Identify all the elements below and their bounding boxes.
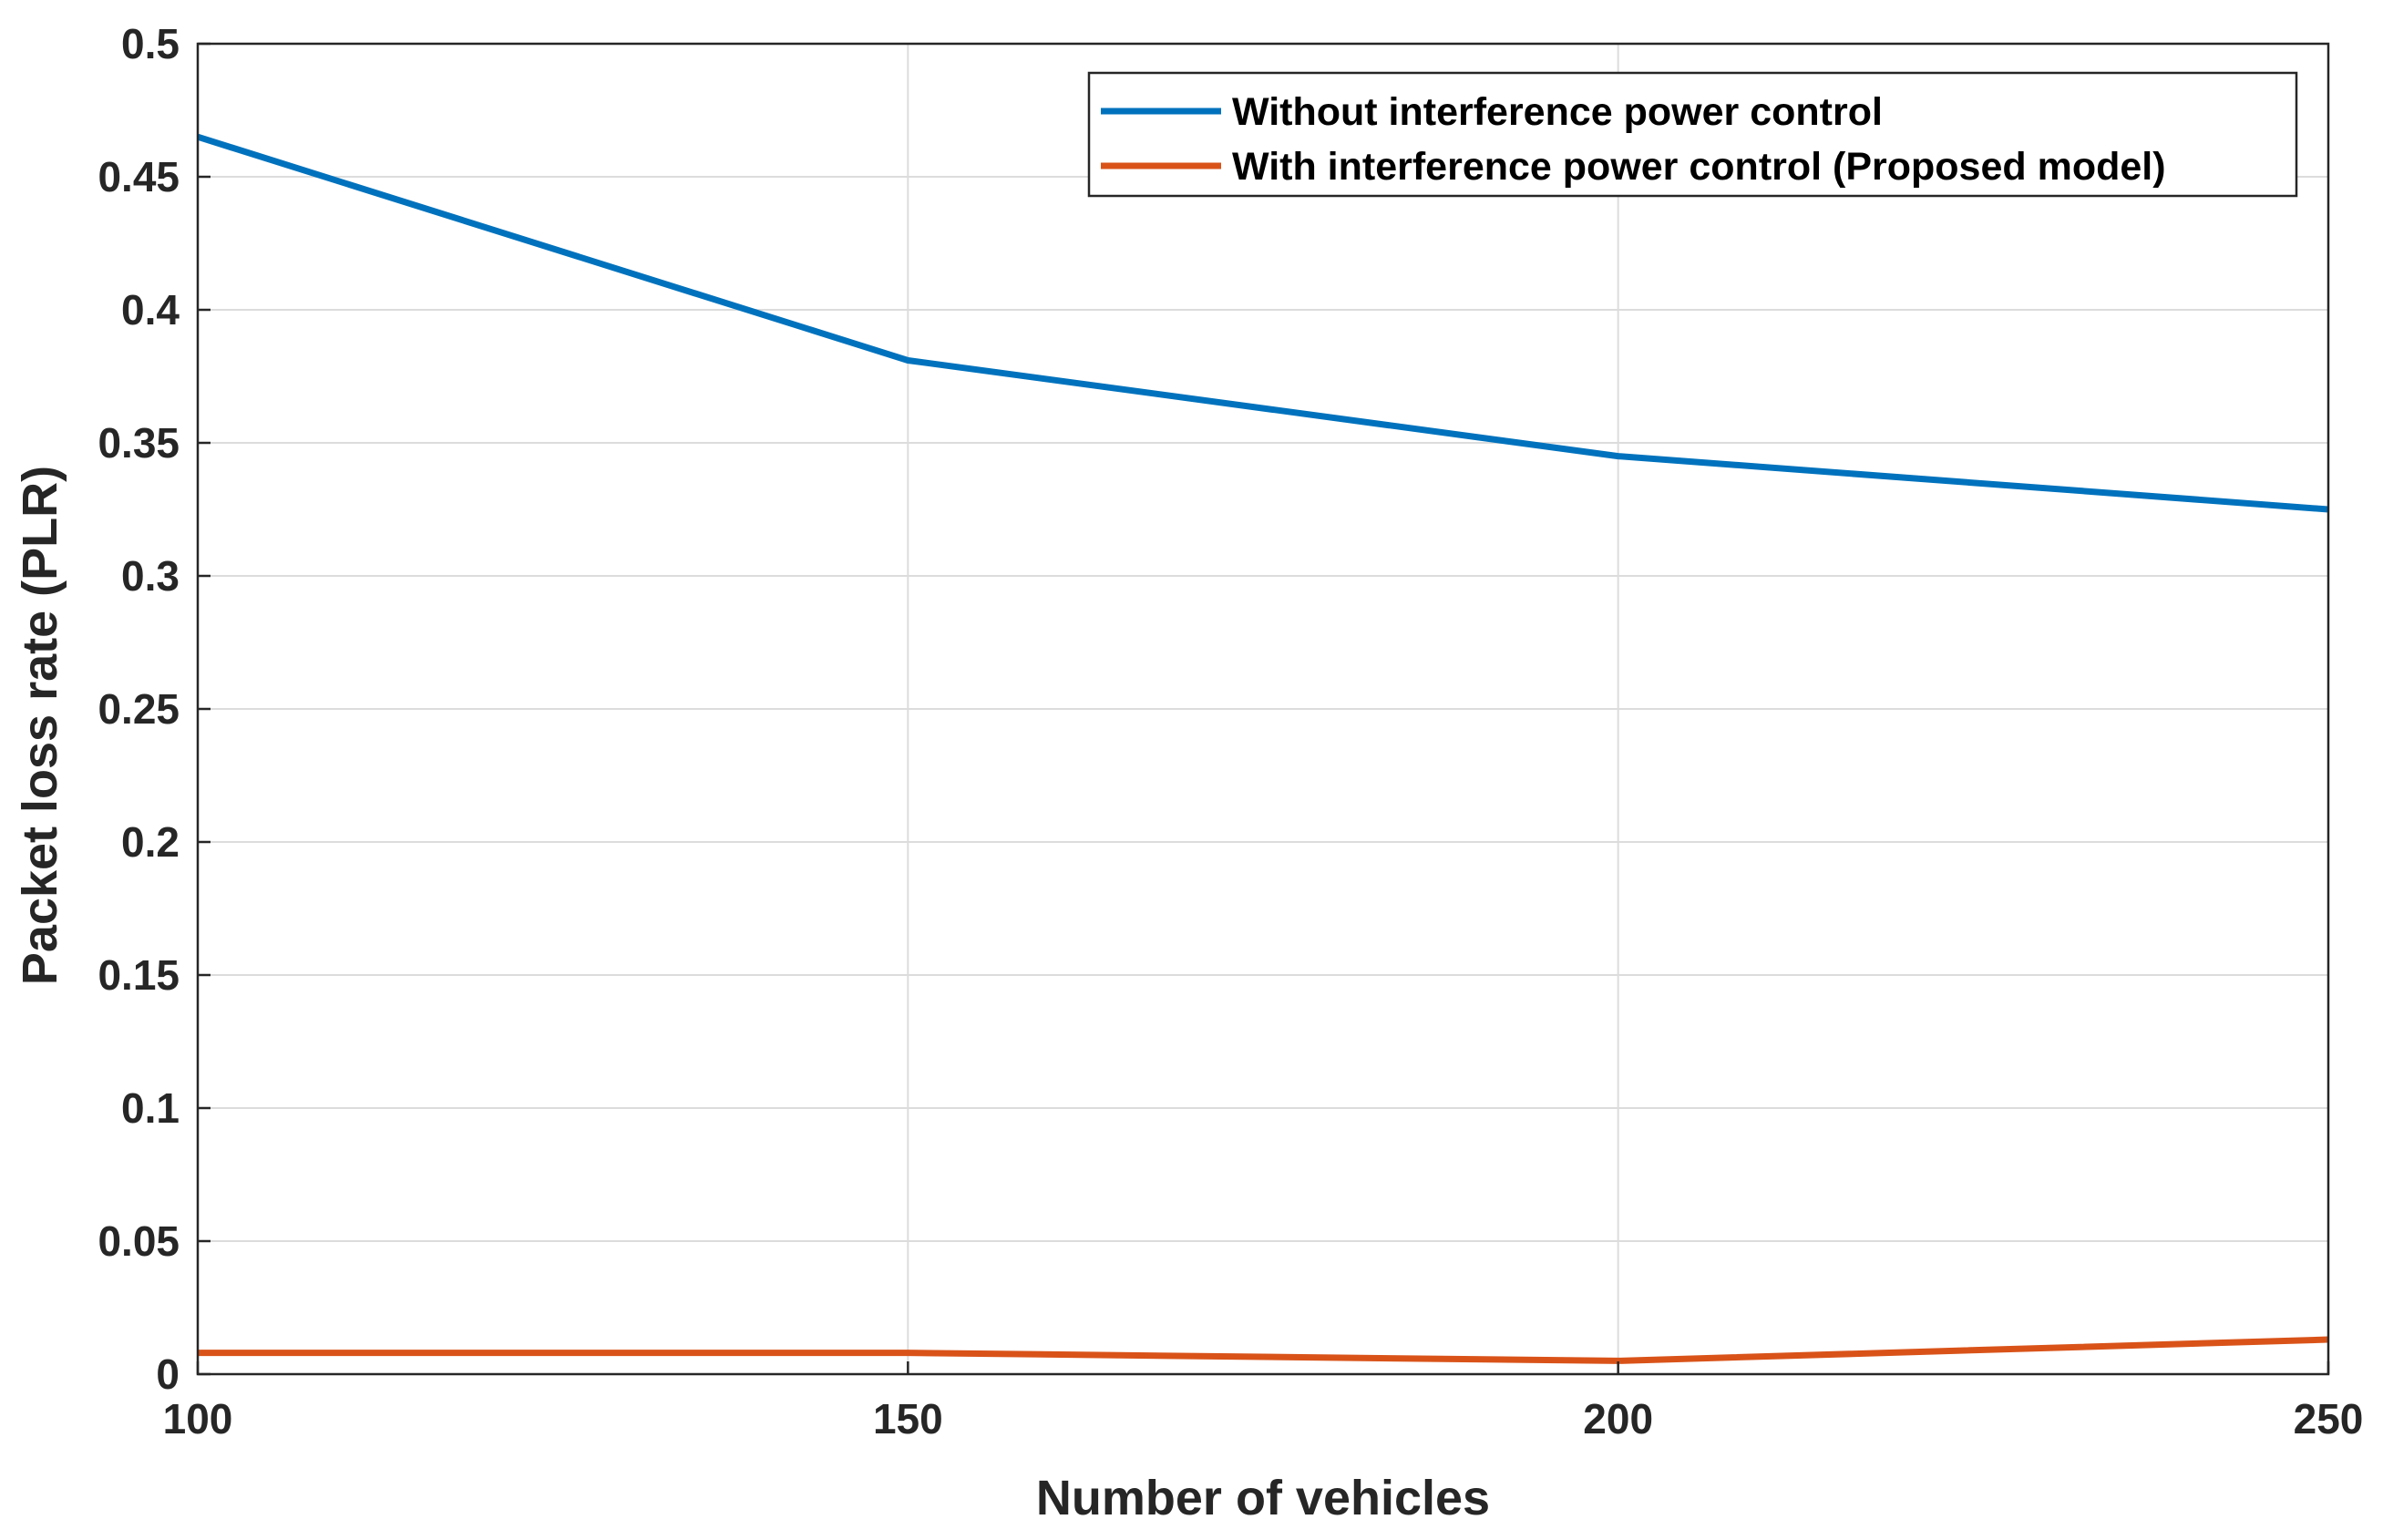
grid-lines bbox=[197, 43, 2329, 1375]
series-line-1 bbox=[198, 1336, 2329, 1364]
y-tick-label: 0.1 bbox=[121, 1084, 180, 1132]
y-tick-labels: 0 0.05 0.1 0.15 0.2 0.25 0.3 0.35 0.4 0.45 0.5 bbox=[98, 20, 211, 1398]
series-line-0 bbox=[196, 133, 2329, 513]
legend-box bbox=[1087, 71, 2298, 198]
x-tick-label: 100 bbox=[163, 1395, 233, 1442]
x-tick-label: 200 bbox=[1583, 1395, 1653, 1442]
y-tick-label: 0.4 bbox=[121, 286, 180, 334]
legend-label-without-power-control: Without interference power control bbox=[1232, 90, 1883, 134]
data-series bbox=[196, 133, 2329, 1364]
y-tick-label: 0.45 bbox=[98, 153, 180, 200]
y-tick-label: 0.5 bbox=[121, 20, 180, 67]
y-tick-label: 0.05 bbox=[98, 1217, 180, 1265]
y-tick-label: 0.15 bbox=[98, 951, 180, 999]
legend: Without interference power control With … bbox=[1087, 71, 2298, 198]
legend-label-with-power-control: With interference power control (Propose… bbox=[1232, 145, 2166, 189]
x-tick-labels: 100 150 200 250 bbox=[163, 1361, 2364, 1442]
x-tick-label: 150 bbox=[873, 1395, 943, 1442]
y-tick-label: 0.3 bbox=[121, 552, 180, 600]
y-axis-label: Packet loss rate (PLR) bbox=[13, 466, 67, 985]
y-tick-label: 0 bbox=[156, 1350, 180, 1398]
x-axis-label: Number of vehicles bbox=[1036, 1471, 1490, 1525]
y-tick-label: 0.35 bbox=[98, 419, 180, 467]
y-tick-label: 0.2 bbox=[121, 818, 180, 866]
x-tick-label: 250 bbox=[2294, 1395, 2364, 1442]
y-tick-label: 0.25 bbox=[98, 685, 180, 733]
